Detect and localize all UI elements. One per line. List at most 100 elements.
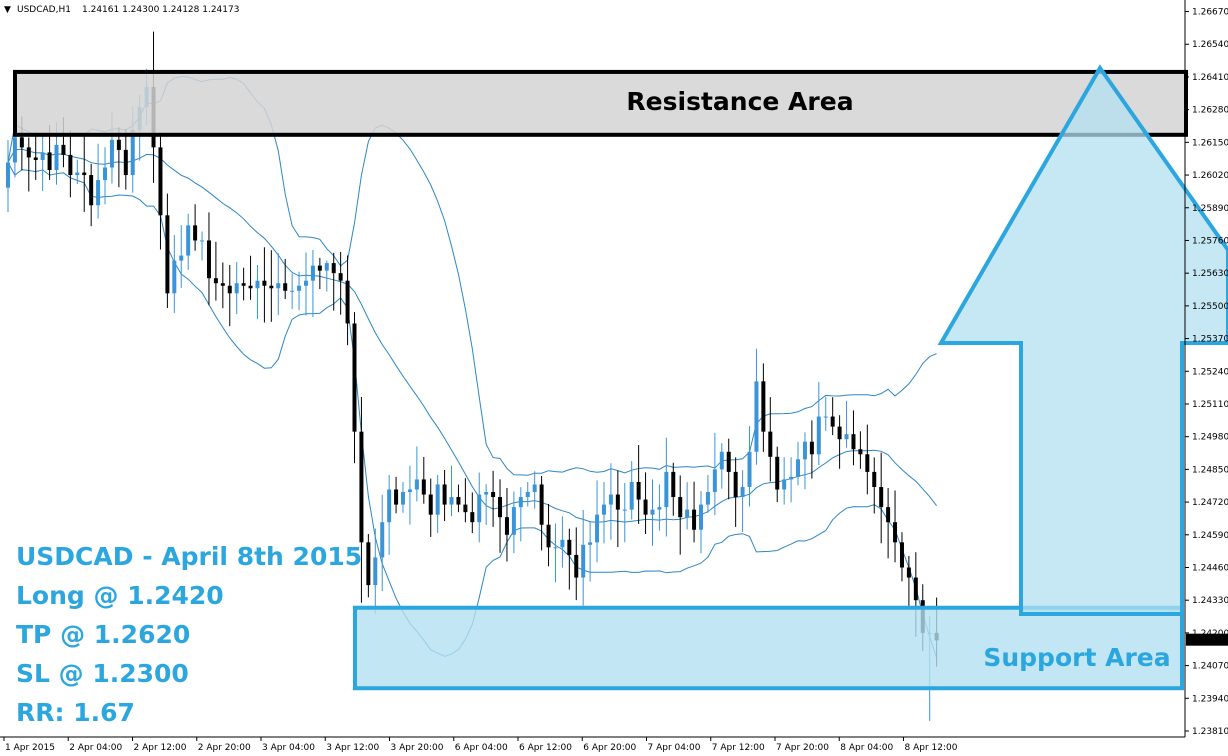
candle-body [719, 451, 724, 470]
candle-body [241, 283, 246, 286]
candle-body [726, 451, 731, 472]
candle-body [123, 149, 128, 176]
time-tick-label: 3 Apr 20:00 [391, 743, 444, 753]
price-tick-label: 1.24590 [1192, 531, 1228, 541]
candle-body [407, 489, 412, 493]
price-tick-label: 1.25370 [1192, 335, 1228, 345]
candle-body [851, 434, 856, 450]
candle-body [740, 486, 745, 498]
candle-body [470, 512, 475, 523]
candle-body [165, 215, 170, 294]
candle-body [200, 240, 205, 242]
candle-body [754, 381, 759, 452]
candle-body [532, 484, 537, 493]
candle-body [331, 263, 336, 274]
trade-sl: SL @ 1.2300 [16, 659, 189, 688]
candle-body [387, 489, 392, 523]
candle-body [442, 484, 447, 505]
trade-title: USDCAD - April 8th 2015 [16, 542, 362, 571]
price-tick-label: 1.23810 [1192, 727, 1228, 737]
candle-body [103, 167, 108, 181]
candle-body [678, 497, 683, 518]
candle-body [47, 152, 52, 171]
candle-body [879, 486, 884, 508]
candle-body [317, 265, 322, 271]
candle-body [664, 471, 669, 508]
candle-body [428, 494, 433, 515]
last-price-text: 1.24173 [1190, 636, 1227, 646]
candle-body [283, 283, 288, 291]
candle-body [608, 494, 613, 505]
candle-body [54, 144, 59, 171]
chart-menu-icon[interactable]: ▼ [4, 5, 11, 15]
candle-body [421, 479, 426, 495]
price-tick-label: 1.25240 [1192, 367, 1228, 377]
candle-body [588, 542, 593, 545]
time-tick-label: 3 Apr 04:00 [262, 743, 315, 753]
candle-body [61, 144, 66, 155]
time-tick-label: 3 Apr 12:00 [326, 743, 379, 753]
candle-body [560, 539, 565, 548]
candle-body [269, 285, 274, 289]
time-tick-label: 6 Apr 20:00 [583, 743, 636, 753]
candle-body [89, 175, 94, 206]
candle-body [595, 514, 600, 543]
time-tick-label: 2 Apr 04:00 [69, 743, 122, 753]
time-tick-label: 6 Apr 12:00 [519, 743, 572, 753]
time-tick-label: 7 Apr 12:00 [712, 743, 765, 753]
candle-body [394, 489, 399, 505]
candle-body [865, 454, 870, 472]
price-tick-label: 1.24460 [1192, 563, 1228, 573]
candle-body [158, 147, 163, 216]
candle-body [692, 509, 697, 530]
candle-body [802, 441, 807, 460]
candle-body [615, 494, 620, 510]
candle-body [650, 509, 655, 515]
price-tick-label: 1.26280 [1192, 106, 1228, 116]
candle-body [227, 285, 232, 294]
candle-body [297, 285, 302, 291]
candle-body [796, 459, 801, 477]
price-tick-label: 1.25760 [1192, 236, 1228, 246]
candle-body [830, 416, 835, 427]
candle-body [213, 278, 218, 284]
support-zone [353, 605, 1184, 691]
candle-body [12, 137, 17, 163]
candle-body [234, 283, 239, 294]
candle-body [872, 471, 877, 487]
price-tick-label: 1.23940 [1192, 694, 1228, 704]
candle-body [539, 484, 544, 525]
price-tick-label: 1.26540 [1192, 40, 1228, 50]
candle-body [435, 484, 440, 515]
candle-body [858, 449, 863, 455]
candle-body [303, 280, 308, 286]
candle-body [276, 283, 281, 289]
candle-body [913, 577, 918, 601]
candle-body [574, 554, 579, 578]
trade-rr: RR: 1.67 [16, 698, 135, 727]
candle-body [844, 434, 849, 440]
candle-body [504, 517, 509, 535]
candle-body [622, 509, 627, 511]
price-tick-label: 1.25500 [1192, 302, 1228, 312]
support-label: Support Area [983, 643, 1170, 672]
price-tick-label: 1.24850 [1192, 465, 1228, 475]
candle-body [782, 479, 787, 490]
last-price-box [1186, 633, 1228, 646]
candle-body [906, 567, 911, 578]
candles [6, 31, 939, 721]
price-tick-label: 1.26020 [1192, 171, 1228, 181]
candle-body [837, 426, 842, 440]
chart-ohlc: 1.24161 1.24300 1.24128 1.24173 [82, 5, 239, 15]
candle-body [290, 290, 295, 292]
candle-body [82, 172, 87, 176]
candle-body [553, 547, 558, 549]
resistance-label: Resistance Area [626, 87, 853, 116]
time-tick-label: 2 Apr 20:00 [198, 743, 251, 753]
candle-body [546, 524, 551, 548]
candle-body [893, 522, 898, 543]
candle-body [380, 522, 385, 558]
candle-body [768, 431, 773, 457]
price-tick-label: 1.25630 [1192, 269, 1228, 279]
